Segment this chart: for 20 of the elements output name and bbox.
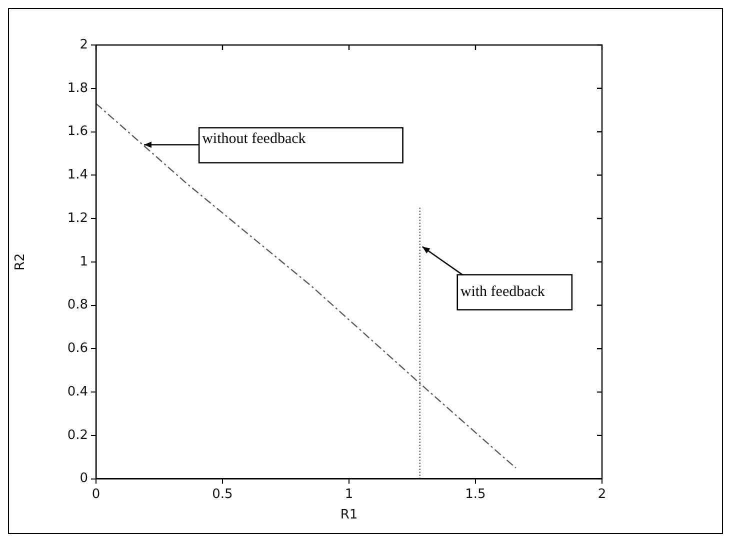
x-tick-label: 1.5 bbox=[465, 486, 486, 502]
y-tick-label: 0 bbox=[80, 471, 88, 486]
x-tick-label: 0.5 bbox=[212, 486, 233, 502]
y-tick-label: 0.6 bbox=[67, 341, 88, 356]
y-tick-label: 1 bbox=[80, 254, 88, 270]
y-axis-title: R2 bbox=[13, 253, 28, 271]
y-tick-label: 1.2 bbox=[67, 210, 88, 226]
y-tick-label: 0.4 bbox=[67, 384, 88, 400]
x-tick-label: 1 bbox=[344, 486, 354, 502]
x-tick-label: 0 bbox=[92, 486, 100, 502]
annotation: with feedback bbox=[460, 284, 546, 300]
y-tick-label: 2 bbox=[80, 37, 88, 52]
y-tick-label: 0.2 bbox=[67, 428, 88, 443]
y-tick-label: 1.4 bbox=[67, 168, 88, 183]
x-tick-label: 2 bbox=[598, 486, 606, 502]
x-axis-title: R1 bbox=[340, 508, 358, 523]
y-tick-label: 0.8 bbox=[67, 298, 88, 313]
y-tick-label: 1.8 bbox=[67, 80, 88, 96]
y-tick-label: 1.6 bbox=[67, 124, 88, 140]
annotation: without feedback bbox=[202, 131, 306, 148]
